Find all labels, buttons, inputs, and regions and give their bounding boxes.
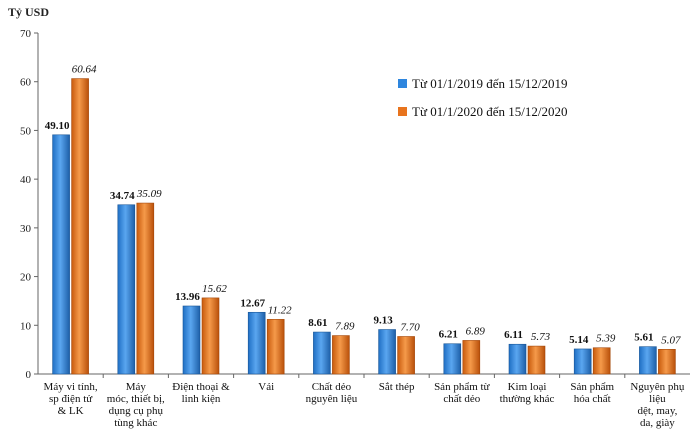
bar-2020 [397,336,415,375]
bar-2019 [117,204,136,375]
y-tick-label: 50 [20,125,32,137]
category-label: liệu [649,393,666,405]
category-label: Chất dẻo [312,381,352,393]
bar-2019 [52,134,70,375]
bar-2019 [378,329,396,375]
bar-2020 [71,78,89,375]
legend-swatch [398,107,407,116]
y-tick-label: 70 [20,28,32,40]
data-label-2019: 9.13 [373,315,393,327]
data-label-2020: 11.22 [268,304,292,316]
data-label-2020: 7.89 [335,321,355,333]
bar-2019 [247,311,266,375]
data-label-2019: 6.21 [439,329,458,341]
category-label: dệt, may, [637,405,677,417]
legend: Từ 01/1/2019 đến 15/12/2019 Từ 01/1/2020 … [398,76,567,119]
y-tick-label: 20 [20,272,32,284]
bars [52,78,676,375]
category-label: Máy vi tính, [44,381,98,393]
category-label: thường khác [500,393,555,405]
category-label: Sản phẩm từ [434,381,490,393]
data-label-2019: 34.74 [110,190,135,202]
category-label: Điện thoại & [172,381,230,393]
legend-swatch [398,79,407,88]
bar-2020 [658,349,676,375]
bar-2020 [592,347,611,375]
legend-label: Từ 01/1/2020 đến 15/12/2020 [412,104,567,119]
bar-2020 [136,202,155,375]
category-label: hóa chất [574,393,611,405]
data-label-2020: 7.70 [400,321,420,333]
y-tick-label: 0 [26,369,32,381]
bar-2019 [313,331,331,375]
category-label: nguyên liệu [306,393,358,405]
y-tick-label: 30 [20,223,32,235]
category-label: Sản phẩm [570,381,614,393]
data-label-2019: 49.10 [45,120,70,132]
data-label-2019: 5.14 [569,334,589,346]
data-label-2020: 15.62 [202,283,227,295]
data-label-2019: 13.96 [175,291,200,303]
data-label-2019: 6.11 [504,329,523,341]
category-label: chất dẻo [443,393,480,405]
category-label: & LK [58,405,84,417]
bar-2020 [201,297,220,375]
bar-2019 [573,348,592,375]
bar-2020 [527,345,546,375]
data-label-2019: 8.61 [308,317,327,329]
y-tick-label: 10 [20,320,32,332]
bar-2019 [443,343,462,375]
category-label: dụng cụ phụ [109,405,164,417]
category-label: Sắt thép [379,381,415,393]
y-tick-label: 60 [20,77,32,89]
category-label: Máy [126,381,147,393]
data-label-2020: 60.64 [72,64,97,76]
category-label: Vải [258,381,274,393]
y-tick-label: 40 [20,174,32,186]
bar-2019 [639,346,657,375]
legend-label: Từ 01/1/2019 đến 15/12/2019 [412,76,567,91]
data-label-2020: 6.89 [466,325,486,337]
bar-2019 [508,343,527,375]
data-label-2020: 5.73 [531,331,551,343]
bar-2020 [462,340,481,375]
category-label: sp điện tử [49,393,93,405]
category-label: tùng khác [114,417,157,429]
category-label: linh kiện [182,393,221,405]
bar-2020 [266,319,285,375]
data-label-2019: 12.67 [240,297,265,309]
category-label: Nguyên phụ [630,381,685,393]
data-label-2020: 5.07 [661,334,681,346]
data-label-2019: 5.61 [634,332,653,344]
data-label-2020: 5.39 [596,333,616,345]
category-label: Kim loại [508,381,547,393]
bar-2019 [182,305,201,375]
category-label: móc, thiết bị, [107,393,165,405]
category-label: da, giày [640,417,675,429]
data-label-2020: 35.09 [136,188,162,200]
bar-2020 [332,335,350,375]
unit-label: Tỷ USD [8,5,49,19]
